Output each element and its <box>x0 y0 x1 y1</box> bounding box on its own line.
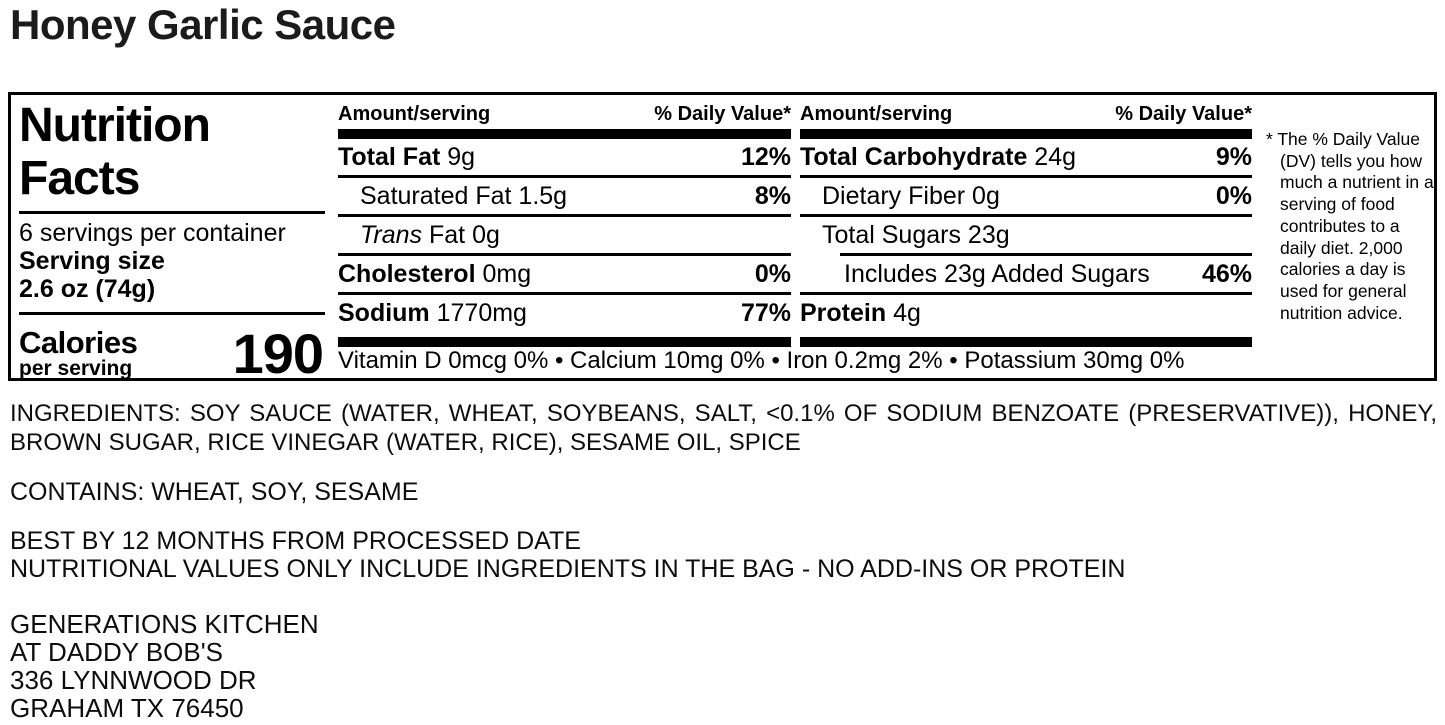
nutrient-dv: 77% <box>740 298 791 327</box>
nutrient-name: Sodium 1770mg <box>338 298 527 327</box>
serving-size-label: Serving size <box>19 247 165 275</box>
nutrient-name: Trans Fat 0g <box>360 220 500 249</box>
thick-bar <box>338 337 791 347</box>
calories-row: Calories per serving 190 <box>19 321 325 386</box>
nutrient-dv: 9% <box>1215 142 1252 171</box>
calories-sublabel: per serving <box>19 357 133 380</box>
nutrition-facts-heading-line1: Nutrition <box>19 99 211 152</box>
thick-bar <box>800 129 1252 139</box>
panel-left-section: Nutrition Facts 6 servings per container… <box>19 99 325 386</box>
row-separator <box>338 292 791 295</box>
nutrient-name: Protein 4g <box>800 298 921 327</box>
address-line: GRAHAM TX 76450 <box>10 693 244 723</box>
nutrient-dv: 0% <box>1215 181 1252 210</box>
calories-labels: Calories per serving <box>19 325 138 380</box>
column-header: Amount/serving % Daily Value* <box>800 103 1252 127</box>
divider <box>19 312 325 315</box>
nutrient-dv: 0% <box>754 259 791 288</box>
divider <box>19 211 325 214</box>
nutrient-row-total-carbohydrate: Total Carbohydrate 24g 9% <box>800 139 1252 175</box>
daily-value-header: % Daily Value* <box>654 103 791 125</box>
nutrient-row-saturated-fat: Saturated Fat 1.5g 8% <box>338 178 791 214</box>
nutrient-name: Saturated Fat 1.5g <box>360 181 568 210</box>
calories-value: 190 <box>232 322 324 385</box>
nutrient-row-dietary-fiber: Dietary Fiber 0g 0% <box>800 178 1252 214</box>
best-by-text: BEST BY 12 MONTHS FROM PROCESSED DATE <box>10 527 581 555</box>
serving-size-value: 2.6 oz (74g) <box>19 275 156 303</box>
nutrient-row-added-sugars: Includes 23g Added Sugars 46% <box>800 256 1252 292</box>
ingredients-line-2: BROWN SUGAR, RICE VINEGAR (WATER, RICE),… <box>10 429 801 456</box>
daily-value-footnote: * The % Daily Value (DV) tells you how m… <box>1266 129 1434 323</box>
row-separator <box>840 253 1252 256</box>
nutrition-facts-panel: Nutrition Facts 6 servings per container… <box>8 92 1437 385</box>
nutrient-name: Total Fat 9g <box>338 142 476 171</box>
thick-bar <box>800 337 1252 347</box>
nutrition-facts-heading-line2: Facts <box>19 152 140 205</box>
column-header: Amount/serving % Daily Value* <box>338 103 791 127</box>
address-line: 336 LYNNWOOD DR <box>10 665 257 695</box>
amount-serving-header: Amount/serving <box>338 103 491 125</box>
daily-value-header: % Daily Value* <box>1115 103 1252 125</box>
ingredients-line-1: INGREDIENTS: SOY SAUCE (WATER, WHEAT, SO… <box>10 400 1437 427</box>
nutrient-name: Dietary Fiber 0g <box>822 181 1000 210</box>
address-line: GENERATIONS KITCHEN <box>10 609 319 639</box>
nutrient-name: Includes 23g Added Sugars <box>844 259 1150 288</box>
nutrient-name: Cholesterol 0mg <box>338 259 532 288</box>
row-separator <box>800 175 1252 178</box>
row-separator <box>800 292 1252 295</box>
nutrient-row-total-fat: Total Fat 9g 12% <box>338 139 791 175</box>
disclaimer-text: NUTRITIONAL VALUES ONLY INCLUDE INGREDIE… <box>10 555 1126 583</box>
calories-label: Calories <box>19 325 138 360</box>
amount-serving-header: Amount/serving <box>800 103 953 125</box>
address-block: GENERATIONS KITCHEN AT DADDY BOB'S 336 L… <box>10 610 319 722</box>
micronutrients-line: Vitamin D 0mcg 0% • Calcium 10mg 0% • Ir… <box>338 347 1185 374</box>
thick-bar <box>338 129 791 139</box>
servings-per-container: 6 servings per container <box>19 219 286 247</box>
row-separator <box>338 253 791 256</box>
nutrient-name: Total Sugars 23g <box>822 220 1010 249</box>
nutrient-column-1: Amount/serving % Daily Value* Total Fat … <box>338 95 791 347</box>
contains-text: CONTAINS: WHEAT, SOY, SESAME <box>10 478 419 506</box>
nutrient-row-trans-fat: Trans Fat 0g <box>338 217 791 253</box>
nutrient-row-cholesterol: Cholesterol 0mg 0% <box>338 256 791 292</box>
nutrient-row-total-sugars: Total Sugars 23g <box>800 217 1252 253</box>
address-line: AT DADDY BOB'S <box>10 637 224 667</box>
nutrient-dv: 46% <box>1201 259 1252 288</box>
nutrient-dv: 12% <box>740 142 791 171</box>
nutrient-row-sodium: Sodium 1770mg 77% <box>338 295 791 331</box>
nutrition-facts-heading: Nutrition Facts <box>19 99 325 205</box>
row-separator <box>338 214 791 217</box>
nutrient-dv: 8% <box>754 181 791 210</box>
nutrient-row-protein: Protein 4g <box>800 295 1252 331</box>
nutrient-name: Total Carbohydrate 24g <box>800 142 1077 171</box>
nutrient-column-2: Amount/serving % Daily Value* Total Carb… <box>800 95 1252 347</box>
row-separator <box>338 175 791 178</box>
ingredients-text: INGREDIENTS: SOY SAUCE (WATER, WHEAT, SO… <box>10 399 1437 457</box>
row-separator <box>800 214 1252 217</box>
product-title: Honey Garlic Sauce <box>10 1 396 48</box>
